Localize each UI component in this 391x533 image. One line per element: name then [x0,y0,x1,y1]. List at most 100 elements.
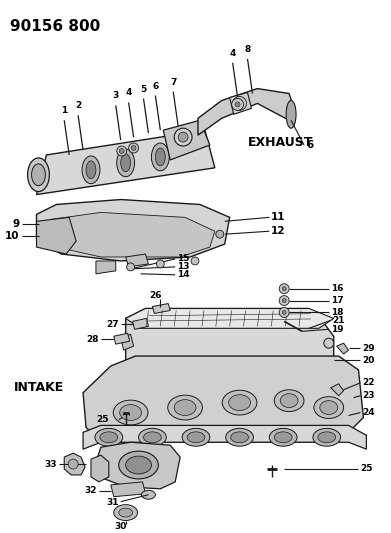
Ellipse shape [121,154,131,172]
Ellipse shape [274,432,292,443]
Text: 5: 5 [140,85,147,93]
Ellipse shape [313,429,341,446]
Ellipse shape [182,429,210,446]
Polygon shape [91,455,109,482]
Text: 33: 33 [45,459,57,469]
Ellipse shape [138,429,166,446]
Text: 25: 25 [361,464,373,473]
Text: 16: 16 [331,284,343,293]
Ellipse shape [314,397,344,418]
Text: 29: 29 [362,344,375,353]
Ellipse shape [28,158,49,191]
Text: 18: 18 [331,308,343,317]
Ellipse shape [229,395,251,410]
Circle shape [68,459,78,469]
Text: 4: 4 [126,88,132,98]
Polygon shape [331,384,344,395]
Polygon shape [83,425,366,449]
Ellipse shape [119,451,158,479]
Polygon shape [96,261,116,274]
Polygon shape [152,304,170,313]
Circle shape [191,257,199,265]
Circle shape [235,102,240,107]
Ellipse shape [117,149,135,177]
Ellipse shape [82,156,100,184]
Text: 25: 25 [96,415,109,424]
Text: 23: 23 [362,391,375,400]
Ellipse shape [274,390,304,411]
Polygon shape [36,217,76,254]
Polygon shape [198,88,294,135]
Polygon shape [64,453,85,475]
Polygon shape [96,442,180,489]
Polygon shape [51,213,215,257]
Text: 24: 24 [362,408,375,417]
Circle shape [279,308,289,318]
Text: 15: 15 [177,254,190,263]
Text: 2: 2 [75,101,81,110]
Text: 30: 30 [115,522,127,531]
Text: 27: 27 [106,320,119,329]
Ellipse shape [143,432,161,443]
Circle shape [174,128,192,146]
Polygon shape [114,333,130,344]
Text: 8: 8 [244,45,251,54]
Polygon shape [111,482,145,497]
Ellipse shape [231,432,249,443]
Circle shape [237,100,242,107]
Text: 13: 13 [177,262,190,271]
Ellipse shape [113,400,148,425]
Text: 20: 20 [362,356,375,365]
Text: 19: 19 [331,325,343,334]
Ellipse shape [226,429,253,446]
Circle shape [282,287,286,290]
Text: INTAKE: INTAKE [14,381,64,394]
Ellipse shape [280,394,298,408]
Text: 9: 9 [13,219,20,229]
Ellipse shape [168,395,203,420]
Ellipse shape [86,161,96,179]
Ellipse shape [114,505,138,521]
Polygon shape [230,93,251,114]
Ellipse shape [269,429,297,446]
Polygon shape [83,356,363,442]
Polygon shape [126,254,149,267]
Text: 12: 12 [271,226,286,236]
Ellipse shape [222,390,257,415]
Ellipse shape [174,400,196,416]
Text: 32: 32 [84,486,97,495]
Polygon shape [126,309,334,328]
Text: 17: 17 [331,296,343,305]
Text: 10: 10 [5,231,20,241]
Ellipse shape [320,401,338,415]
Ellipse shape [126,456,151,474]
Polygon shape [36,199,230,261]
Text: 31: 31 [106,498,119,507]
Text: 11: 11 [271,212,286,222]
Polygon shape [133,318,149,329]
Ellipse shape [318,432,336,443]
Text: 90156 800: 90156 800 [10,19,100,34]
Circle shape [282,298,286,303]
Circle shape [178,132,188,142]
Polygon shape [337,343,348,354]
Text: 6: 6 [306,140,313,150]
Text: EXHAUST: EXHAUST [248,135,313,149]
Ellipse shape [119,508,133,517]
Text: 26: 26 [149,291,161,300]
Circle shape [119,149,124,154]
Circle shape [233,96,246,110]
Ellipse shape [142,490,155,499]
Text: 4: 4 [230,49,236,58]
Text: 28: 28 [86,335,99,344]
Circle shape [231,99,244,110]
Ellipse shape [95,429,123,446]
Polygon shape [163,120,210,160]
Ellipse shape [151,143,169,171]
Polygon shape [126,309,334,376]
Circle shape [279,284,289,294]
Circle shape [324,338,334,348]
Polygon shape [121,334,134,350]
Ellipse shape [286,100,296,128]
Text: 22: 22 [362,378,375,387]
